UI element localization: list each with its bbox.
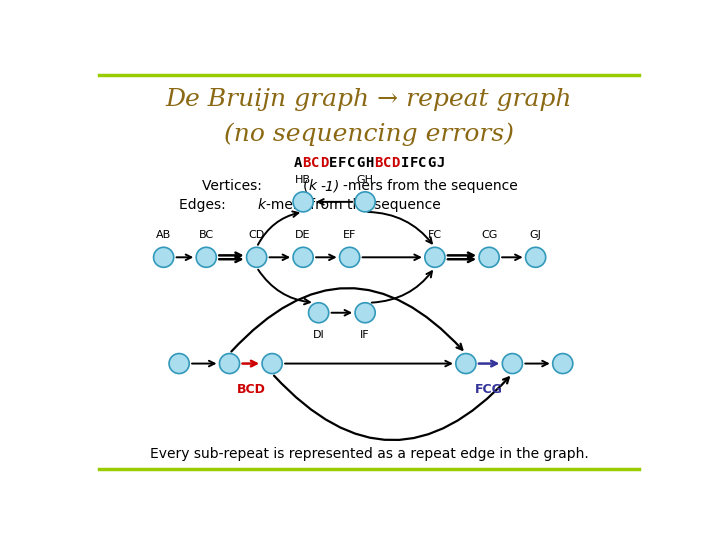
Text: B: B	[374, 156, 382, 170]
Text: FC: FC	[428, 231, 442, 240]
Circle shape	[456, 354, 476, 374]
Text: D: D	[392, 156, 400, 170]
Text: AB: AB	[156, 231, 171, 240]
Text: BC: BC	[199, 231, 214, 240]
Text: DE: DE	[295, 231, 311, 240]
Circle shape	[196, 247, 216, 267]
Circle shape	[503, 354, 523, 374]
Text: EF: EF	[343, 231, 356, 240]
Text: -1): -1)	[320, 179, 339, 193]
Text: Vertices:: Vertices:	[202, 179, 266, 193]
Text: IF: IF	[360, 330, 370, 340]
Text: E: E	[329, 156, 338, 170]
Text: C: C	[418, 156, 427, 170]
Text: F: F	[410, 156, 418, 170]
Text: GH: GH	[356, 175, 374, 185]
Text: k: k	[258, 198, 266, 212]
Circle shape	[262, 354, 282, 374]
Circle shape	[355, 192, 375, 212]
Text: HB: HB	[295, 175, 311, 185]
Circle shape	[169, 354, 189, 374]
Circle shape	[553, 354, 573, 374]
Text: GJ: GJ	[530, 231, 541, 240]
Text: -mers from the sequence: -mers from the sequence	[266, 198, 441, 212]
Text: D: D	[320, 156, 328, 170]
Text: DI: DI	[312, 330, 325, 340]
Text: FCG: FCG	[475, 383, 503, 396]
Text: H: H	[365, 156, 373, 170]
Text: G: G	[356, 156, 364, 170]
Circle shape	[479, 247, 499, 267]
Text: -mers from the sequence: -mers from the sequence	[343, 179, 518, 193]
Circle shape	[526, 247, 546, 267]
Text: J: J	[436, 156, 444, 170]
Text: C: C	[382, 156, 391, 170]
Text: F: F	[338, 156, 346, 170]
Text: Every sub-repeat is represented as a repeat edge in the graph.: Every sub-repeat is represented as a rep…	[150, 447, 588, 461]
Text: k: k	[309, 179, 317, 193]
Text: C: C	[311, 156, 320, 170]
Text: CG: CG	[481, 231, 498, 240]
Circle shape	[293, 192, 313, 212]
Text: (no sequencing errors): (no sequencing errors)	[224, 123, 514, 146]
Text: A: A	[294, 156, 302, 170]
Circle shape	[153, 247, 174, 267]
Text: C: C	[347, 156, 356, 170]
Circle shape	[425, 247, 445, 267]
Text: B: B	[302, 156, 311, 170]
Circle shape	[309, 303, 329, 323]
Text: De Bruijn graph → repeat graph: De Bruijn graph → repeat graph	[166, 88, 572, 111]
Circle shape	[293, 247, 313, 267]
Text: CD: CD	[248, 231, 265, 240]
Text: Edges:: Edges:	[179, 198, 230, 212]
Circle shape	[355, 303, 375, 323]
Text: (: (	[303, 179, 309, 193]
Text: G: G	[427, 156, 436, 170]
Circle shape	[340, 247, 360, 267]
Text: I: I	[400, 156, 409, 170]
Text: BCD: BCD	[236, 383, 265, 396]
Circle shape	[220, 354, 240, 374]
Circle shape	[246, 247, 266, 267]
